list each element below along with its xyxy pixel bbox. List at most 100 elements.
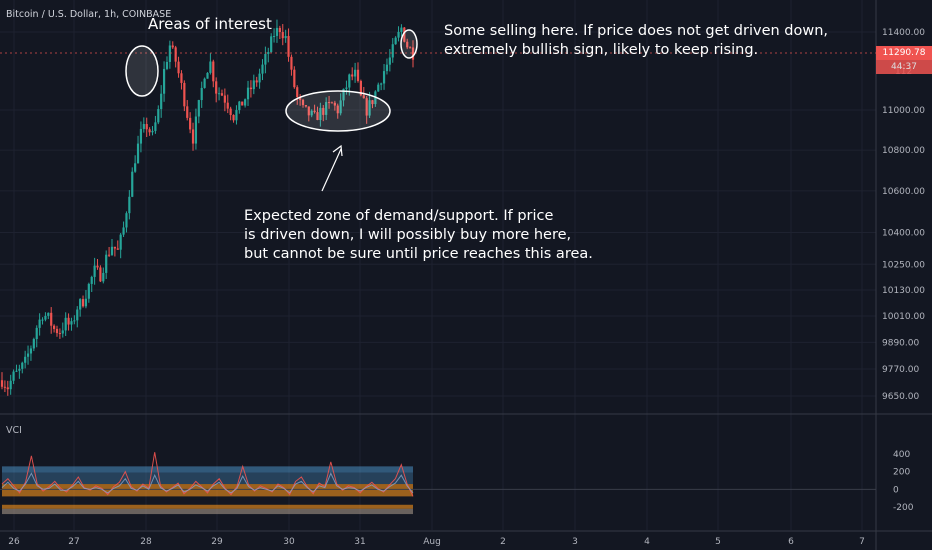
candle-body xyxy=(264,53,267,65)
annotation-ellipse-demand xyxy=(285,90,391,132)
candle-body xyxy=(209,61,212,73)
candle-body xyxy=(293,69,296,88)
candle-body xyxy=(47,312,50,316)
candle-body xyxy=(99,267,102,282)
candle-body xyxy=(382,71,386,84)
candle-body xyxy=(171,45,174,48)
candle-body xyxy=(110,246,114,255)
vci-tick-label: 200 xyxy=(893,468,910,478)
candle-body xyxy=(194,116,198,144)
candle-body xyxy=(246,87,250,100)
candle-body xyxy=(261,64,264,74)
candle-body xyxy=(139,128,143,144)
candle-body xyxy=(241,101,244,106)
candle-body xyxy=(325,102,328,115)
annotation-text: but cannot be sure until price reaches t… xyxy=(244,246,593,262)
candle-body xyxy=(151,130,154,133)
annotation-arrow-shaft xyxy=(321,148,342,192)
candle-body xyxy=(35,327,38,340)
candle-body xyxy=(102,272,105,282)
candle-body xyxy=(287,35,290,57)
candle-body xyxy=(18,368,21,371)
candle-body xyxy=(304,105,308,107)
candle-body xyxy=(348,74,351,88)
candle-body xyxy=(333,102,336,106)
vci-series-line xyxy=(1,472,414,494)
candle-body xyxy=(406,41,409,48)
vci-tick-label: -200 xyxy=(893,503,914,513)
candle-body xyxy=(272,35,276,37)
candle-body xyxy=(238,101,241,111)
candle-body xyxy=(148,129,151,133)
candle-body xyxy=(145,124,148,130)
candle-body xyxy=(165,61,169,69)
candle-body xyxy=(365,98,368,116)
annotation-text: is driven down, I will possibly buy more… xyxy=(244,227,572,243)
annotation-ellipse-selling xyxy=(400,29,418,59)
vci-band-mid-blue xyxy=(2,472,413,485)
candle-body xyxy=(162,68,166,94)
vci-band-lower-orange xyxy=(2,504,413,509)
time-tick-label: 29 xyxy=(211,537,223,547)
candle-body xyxy=(200,87,203,101)
candle-body xyxy=(21,362,24,369)
candle-body xyxy=(168,45,171,62)
candle-body xyxy=(403,27,406,42)
candle-body xyxy=(226,102,229,109)
candle-body xyxy=(319,107,322,121)
annotation-areas-of-interest[interactable]: Areas of interest xyxy=(148,15,272,34)
candle-body xyxy=(330,102,334,104)
candle-body xyxy=(52,325,56,329)
candle-body xyxy=(252,80,255,90)
candle-body xyxy=(351,74,354,77)
candle-body xyxy=(3,386,6,388)
candle-body xyxy=(258,73,261,83)
vci-indicator-label[interactable]: VCI xyxy=(6,425,22,436)
candle-body xyxy=(307,106,310,116)
price-tick-label: 10400.00 xyxy=(882,229,925,239)
candle-body xyxy=(359,80,363,96)
candle-body xyxy=(362,95,365,99)
candle-body xyxy=(411,47,415,60)
candle-body xyxy=(342,88,345,101)
candle-body xyxy=(134,163,137,172)
candle-body xyxy=(142,124,145,129)
candle-body xyxy=(128,196,131,214)
time-tick-label: 26 xyxy=(8,537,20,547)
candle-body xyxy=(119,234,122,250)
candle-body xyxy=(6,387,9,390)
current-price-tag: 11290.78 xyxy=(876,46,932,60)
price-tick-label: 9890.00 xyxy=(882,338,919,348)
candle-body xyxy=(299,96,302,100)
annotation-arrow-head xyxy=(332,144,343,157)
annotation-selling[interactable]: Some selling here. If price does not get… xyxy=(444,22,864,60)
candle-body xyxy=(339,100,342,114)
candle-body xyxy=(244,99,247,106)
time-tick-label: 31 xyxy=(354,537,365,547)
candle-body xyxy=(189,117,192,130)
candle-body xyxy=(206,72,209,79)
price-tick-label: 9770.00 xyxy=(882,365,919,375)
candle-body xyxy=(368,100,371,116)
candle-body xyxy=(107,254,111,256)
candle-body xyxy=(316,112,319,121)
candle-body xyxy=(290,56,293,70)
candle-body xyxy=(41,319,44,321)
candle-body xyxy=(29,348,33,354)
candle-body xyxy=(255,80,258,83)
vci-band-lower xyxy=(2,508,413,515)
annotation-demand-zone[interactable]: Expected zone of demand/support. If pric… xyxy=(244,207,664,264)
candle-body xyxy=(9,380,12,390)
candle-body xyxy=(322,107,325,115)
candle-body xyxy=(105,254,108,273)
annotation-text: extremely bullish sign, likely to keep r… xyxy=(444,42,759,58)
candle-body xyxy=(122,227,125,235)
candle-body xyxy=(310,110,313,116)
price-tick-label: 10600.00 xyxy=(882,187,925,197)
time-tick-label: 27 xyxy=(68,537,79,547)
vci-band-middle xyxy=(2,484,413,497)
candle-body xyxy=(278,27,281,33)
candle-body xyxy=(84,298,88,307)
candle-body xyxy=(125,213,128,228)
